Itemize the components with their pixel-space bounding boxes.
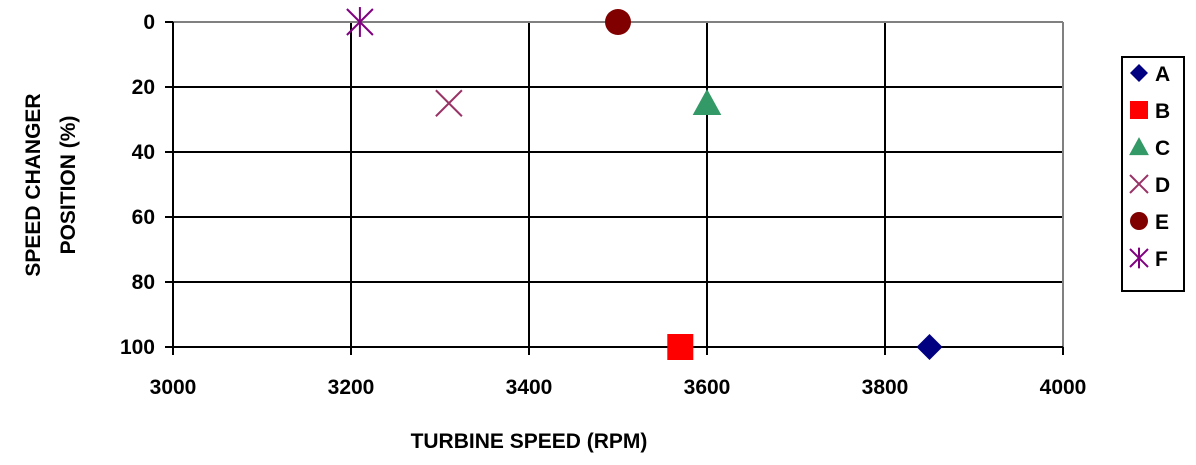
x-tick-label: 3400 (506, 376, 553, 399)
grid (173, 22, 1063, 348)
legend-item-f: F (1129, 247, 1168, 271)
y-axis-title-line-2: POSITION (%) (57, 116, 80, 255)
x-tick-label: 3800 (862, 376, 909, 399)
legend-item-e: E (1130, 211, 1169, 234)
y-tick-label: 80 (132, 271, 155, 294)
legend-label-d: D (1155, 174, 1170, 197)
y-tick-label: 20 (132, 76, 155, 99)
data-point-b (667, 334, 694, 360)
legend-box (1121, 56, 1185, 292)
y-axis-title-line-1: SPEED CHANGER (22, 93, 45, 276)
legend-marker-b (1130, 101, 1148, 119)
tick-labels: 0 20 40 60 80 100 3000 3200 3400 3600 3800 4000 (120, 11, 1086, 399)
data-points (346, 7, 943, 360)
x-tick-label: 4000 (1040, 376, 1087, 399)
x-tick-label: 3200 (328, 376, 375, 399)
legend-item-d: D (1129, 174, 1170, 197)
y-axis-title: SPEED CHANGER POSITION (%) (22, 93, 80, 276)
legend-marker-d (1129, 174, 1149, 194)
legend-item-a: A (1130, 63, 1170, 86)
y-tick-label: 60 (132, 206, 155, 229)
data-point-f (346, 7, 374, 37)
legend-marker-c (1129, 137, 1149, 156)
legend-label-b: B (1155, 100, 1170, 123)
data-point-a (916, 334, 943, 360)
legend-marker-e (1130, 212, 1148, 230)
legend-item-c: C (1129, 137, 1170, 160)
legend-label-a: A (1155, 63, 1170, 86)
y-tick-label: 0 (143, 11, 155, 34)
y-tick-label: 40 (132, 141, 155, 164)
x-tick-label: 3000 (150, 376, 197, 399)
data-point-c (692, 88, 722, 115)
data-point-d (435, 89, 463, 117)
x-tick-label: 3600 (684, 376, 731, 399)
data-point-e (605, 9, 631, 35)
legend-item-b: B (1130, 100, 1170, 123)
legend-label-c: C (1155, 137, 1170, 160)
legend-label-f: F (1155, 248, 1168, 271)
legend-marker-a (1130, 64, 1148, 82)
legend-label-e: E (1155, 211, 1169, 234)
legend-marker-f (1129, 247, 1149, 269)
y-tick-label: 100 (120, 336, 155, 359)
axes (165, 21, 1064, 355)
x-axis-title: TURBINE SPEED (RPM) (411, 430, 648, 453)
